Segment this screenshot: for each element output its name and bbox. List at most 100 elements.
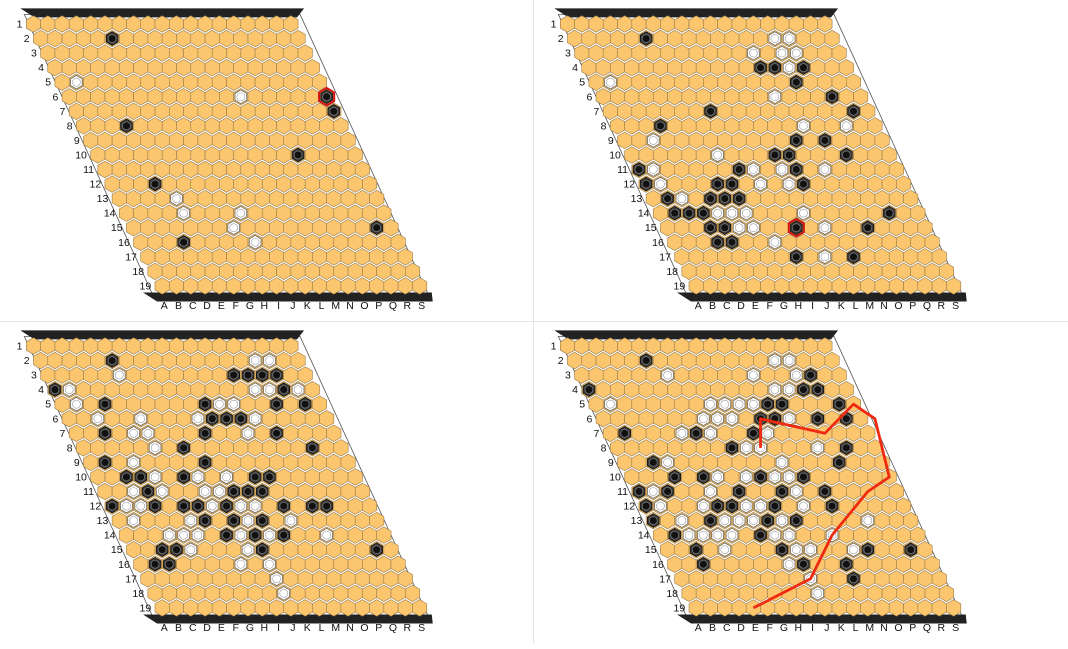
- hex-cell[interactable]: [133, 175, 149, 193]
- hex-cell[interactable]: [581, 351, 597, 370]
- hex-cell[interactable]: [211, 570, 227, 588]
- hex-cell[interactable]: [681, 117, 697, 135]
- hex-cell[interactable]: [297, 73, 313, 91]
- hex-cell[interactable]: [717, 453, 733, 472]
- hex-cell[interactable]: [652, 381, 668, 399]
- hex-cell[interactable]: [312, 541, 327, 559]
- hex-cell[interactable]: [667, 233, 683, 251]
- hex-cell[interactable]: [261, 439, 277, 457]
- hex-cell[interactable]: [276, 468, 292, 486]
- hex-cell[interactable]: [404, 584, 420, 602]
- hex-cell[interactable]: [688, 599, 704, 617]
- hex-cell[interactable]: [161, 204, 177, 222]
- hex-cell[interactable]: [354, 599, 370, 617]
- hex-cell[interactable]: [803, 248, 819, 266]
- hex-cell[interactable]: [297, 44, 313, 62]
- hex-cell[interactable]: [738, 262, 754, 280]
- hex-cell[interactable]: [574, 15, 590, 33]
- hex-cell[interactable]: [254, 395, 270, 413]
- hex-cell[interactable]: [283, 102, 299, 120]
- hex-cell[interactable]: [312, 395, 327, 413]
- hex-cell[interactable]: [297, 424, 313, 442]
- hex-cell[interactable]: [824, 468, 840, 486]
- hex-cell[interactable]: [710, 262, 726, 280]
- hex-cell[interactable]: [774, 102, 790, 120]
- hex-cell[interactable]: [226, 189, 242, 208]
- hex-cell[interactable]: [910, 233, 926, 251]
- hex-cell[interactable]: [276, 146, 292, 164]
- hex-cell[interactable]: [760, 337, 776, 355]
- hex-cell[interactable]: [254, 189, 270, 208]
- hex-cell[interactable]: [126, 219, 142, 237]
- hex-cell[interactable]: [161, 175, 177, 193]
- hex-cell[interactable]: [340, 599, 356, 617]
- hex-cell[interactable]: [126, 395, 142, 413]
- hex-cell[interactable]: [588, 73, 604, 91]
- hex-cell[interactable]: [204, 88, 220, 106]
- hex-cell[interactable]: [846, 599, 861, 617]
- hex-cell[interactable]: [645, 337, 661, 355]
- hex-cell[interactable]: [233, 468, 249, 486]
- hex-cell[interactable]: [767, 204, 783, 222]
- hex-cell[interactable]: [645, 395, 661, 413]
- hex-cell[interactable]: [760, 219, 776, 237]
- hex-cell[interactable]: [695, 59, 711, 77]
- hex-cell[interactable]: [340, 453, 356, 472]
- hex-cell[interactable]: [161, 59, 177, 77]
- hex-cell[interactable]: [211, 366, 227, 384]
- hex-cell[interactable]: [290, 584, 306, 602]
- hex-cell[interactable]: [204, 29, 220, 48]
- hex-cell[interactable]: [860, 102, 876, 120]
- hex-cell[interactable]: [781, 204, 797, 222]
- hex-cell[interactable]: [240, 44, 256, 62]
- hex-cell[interactable]: [140, 131, 156, 150]
- hex-cell[interactable]: [660, 219, 676, 237]
- hex-cell[interactable]: [261, 233, 277, 251]
- hex-cell[interactable]: [753, 233, 769, 251]
- hex-cell[interactable]: [817, 453, 833, 472]
- hex-cell[interactable]: [283, 599, 299, 617]
- hex-cell[interactable]: [297, 277, 313, 295]
- hex-cell[interactable]: [838, 584, 854, 602]
- hex-cell[interactable]: [924, 584, 940, 602]
- hex-cell[interactable]: [631, 102, 647, 120]
- hex-cell[interactable]: [831, 189, 847, 208]
- hex-cell[interactable]: [40, 337, 56, 355]
- hex-cell[interactable]: [219, 146, 235, 164]
- hex-cell[interactable]: [190, 175, 206, 193]
- hex-cell[interactable]: [290, 117, 306, 135]
- hex-cell[interactable]: [176, 555, 192, 573]
- hex-cell[interactable]: [254, 337, 270, 355]
- hex-cell[interactable]: [631, 395, 647, 413]
- hex-cell[interactable]: [111, 511, 127, 530]
- hex-cell[interactable]: [853, 204, 869, 222]
- hex-cell[interactable]: [376, 584, 392, 602]
- hex-cell[interactable]: [695, 381, 711, 399]
- hex-cell[interactable]: [660, 44, 676, 62]
- hex-cell[interactable]: [917, 277, 933, 295]
- hex-cell[interactable]: [83, 424, 99, 442]
- hex-cell[interactable]: [846, 277, 861, 295]
- hex-cell[interactable]: [888, 248, 904, 266]
- hex-cell[interactable]: [595, 59, 611, 77]
- hex-cell[interactable]: [76, 439, 92, 457]
- hex-cell[interactable]: [154, 570, 170, 588]
- hex-cell[interactable]: [745, 482, 761, 501]
- hex-cell[interactable]: [688, 337, 704, 355]
- hex-cell[interactable]: [83, 453, 99, 472]
- hex-cell[interactable]: [118, 146, 134, 164]
- hex-cell[interactable]: [745, 15, 761, 33]
- hex-cell[interactable]: [154, 599, 170, 617]
- hex-cell[interactable]: [610, 439, 626, 457]
- hex-cell[interactable]: [831, 599, 847, 617]
- hex-cell[interactable]: [803, 337, 819, 355]
- hex-cell[interactable]: [47, 59, 63, 77]
- hex-cell[interactable]: [169, 337, 184, 355]
- hex-cell[interactable]: [197, 160, 213, 179]
- hex-cell[interactable]: [645, 15, 661, 33]
- hex-cell[interactable]: [54, 366, 70, 384]
- hex-cell[interactable]: [276, 439, 292, 457]
- hex-cell[interactable]: [369, 599, 385, 617]
- hex-cell[interactable]: [717, 73, 733, 91]
- hex-cell[interactable]: [204, 204, 220, 222]
